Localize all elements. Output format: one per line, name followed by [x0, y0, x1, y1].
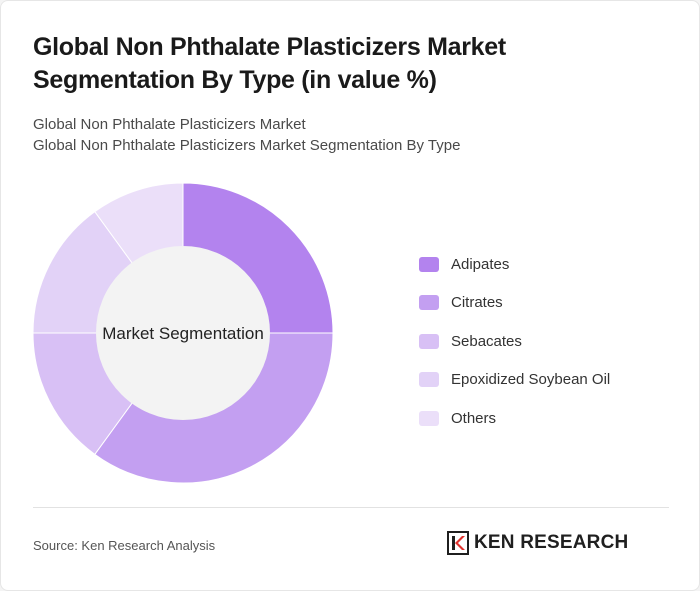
legend-swatch [419, 256, 439, 272]
legend-label: Epoxidized Soybean Oil [451, 371, 611, 389]
footer-divider [33, 507, 669, 508]
legend-label: Adipates [451, 255, 510, 273]
ken-research-logo-mark [447, 531, 469, 555]
legend-item-others[interactable]: Others [419, 399, 610, 438]
legend-item-sebacates[interactable]: Sebacates [419, 322, 610, 361]
legend-swatch [419, 372, 439, 388]
legend-item-adipates[interactable]: Adipates [419, 245, 610, 284]
legend-item-epoxidized-soybean-oil[interactable]: Epoxidized Soybean Oil [419, 361, 610, 400]
subtitle-line-1: Global Non Phthalate Plasticizers Market [33, 116, 306, 133]
subtitle-line-2: Global Non Phthalate Plasticizers Market… [33, 137, 461, 154]
center-label: Market Segmentation [102, 324, 264, 343]
ken-research-logo: KEN RESEARCH [447, 531, 628, 555]
donut-hole [96, 246, 270, 420]
source-note: Source: Ken Research Analysis [33, 538, 216, 553]
chart-subtitle: Global Non Phthalate Plasticizers Market… [33, 114, 653, 156]
legend-label: Citrates [451, 294, 503, 312]
legend-label: Others [451, 409, 497, 427]
chart-title: Global Non Phthalate Plasticizers Market… [33, 33, 506, 94]
legend-swatch [419, 410, 439, 426]
legend-swatch [419, 295, 439, 311]
chart-legend: Adipates Citrates Sebacates Epoxidized Soyb… [419, 245, 610, 438]
donut-chart: Market Segmentation [32, 182, 334, 484]
legend-label: Sebacates [451, 332, 522, 350]
ken-research-logo-text: KEN RESEARCH [474, 532, 629, 553]
legend-swatch [419, 333, 439, 349]
legend-item-citrates[interactable]: Citrates [419, 284, 610, 323]
